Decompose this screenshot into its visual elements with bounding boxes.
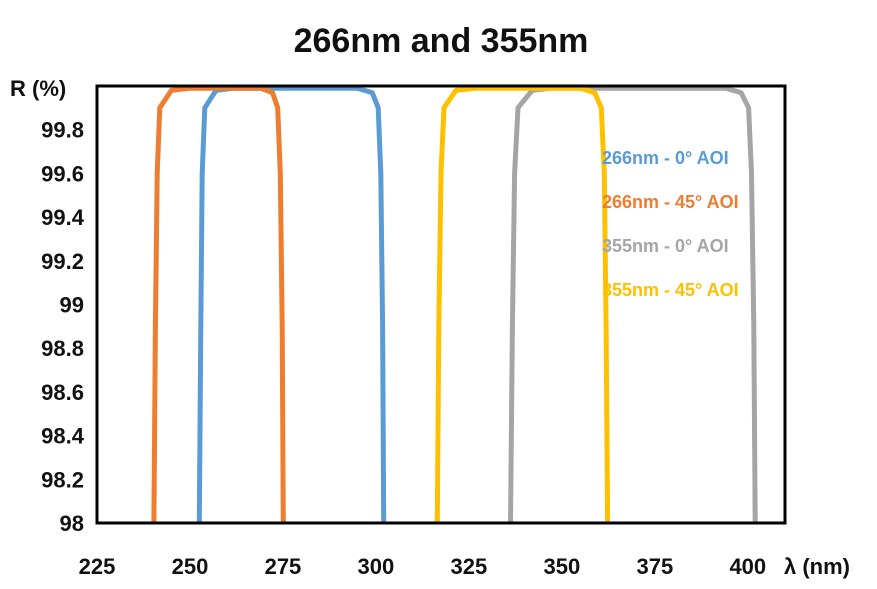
y-tick-label: 99 [60, 293, 84, 318]
y-tick-label: 99.2 [41, 249, 84, 274]
x-tick-labels: 225 250 275 300 325 350 375 400 [79, 554, 767, 579]
y-tick-label: 98.6 [41, 380, 84, 405]
y-tick-label: 98.4 [41, 424, 85, 449]
legend-entry: 266nm - 45° AOI [602, 192, 739, 212]
x-axis-label: λ (nm) [784, 554, 850, 579]
series-line-1 [199, 88, 383, 523]
x-tick-label: 250 [172, 554, 209, 579]
x-tick-label: 325 [451, 554, 488, 579]
y-tick-label: 99.4 [41, 205, 85, 230]
legend: 266nm - 0° AOI 266nm - 45° AOI 355nm - 0° … [602, 148, 739, 300]
series-line-4 [437, 88, 607, 523]
x-tick-label: 300 [358, 554, 395, 579]
y-tick-label: 98 [60, 511, 84, 536]
series-line-2 [154, 88, 283, 523]
x-tick-label: 225 [79, 554, 116, 579]
x-tick-label: 275 [265, 554, 302, 579]
x-tick-label: 350 [544, 554, 581, 579]
chart-title: 266nm and 355nm [294, 22, 589, 60]
y-tick-label: 98.8 [41, 336, 84, 361]
x-tick-label: 400 [729, 554, 766, 579]
x-tick-label: 375 [636, 554, 673, 579]
y-axis-label: R (%) [10, 76, 66, 101]
legend-entry: 355nm - 45° AOI [602, 280, 739, 300]
legend-entry: 355nm - 0° AOI [602, 236, 729, 256]
y-tick-label: 98.2 [41, 467, 84, 492]
y-tick-label: 99.8 [41, 118, 84, 143]
y-tick-labels: 98 98.2 98.4 98.6 98.8 99 99.2 99.4 99.6 99.8 [41, 118, 85, 536]
legend-entry: 266nm - 0° AOI [602, 148, 729, 168]
y-tick-label: 99.6 [41, 161, 84, 186]
